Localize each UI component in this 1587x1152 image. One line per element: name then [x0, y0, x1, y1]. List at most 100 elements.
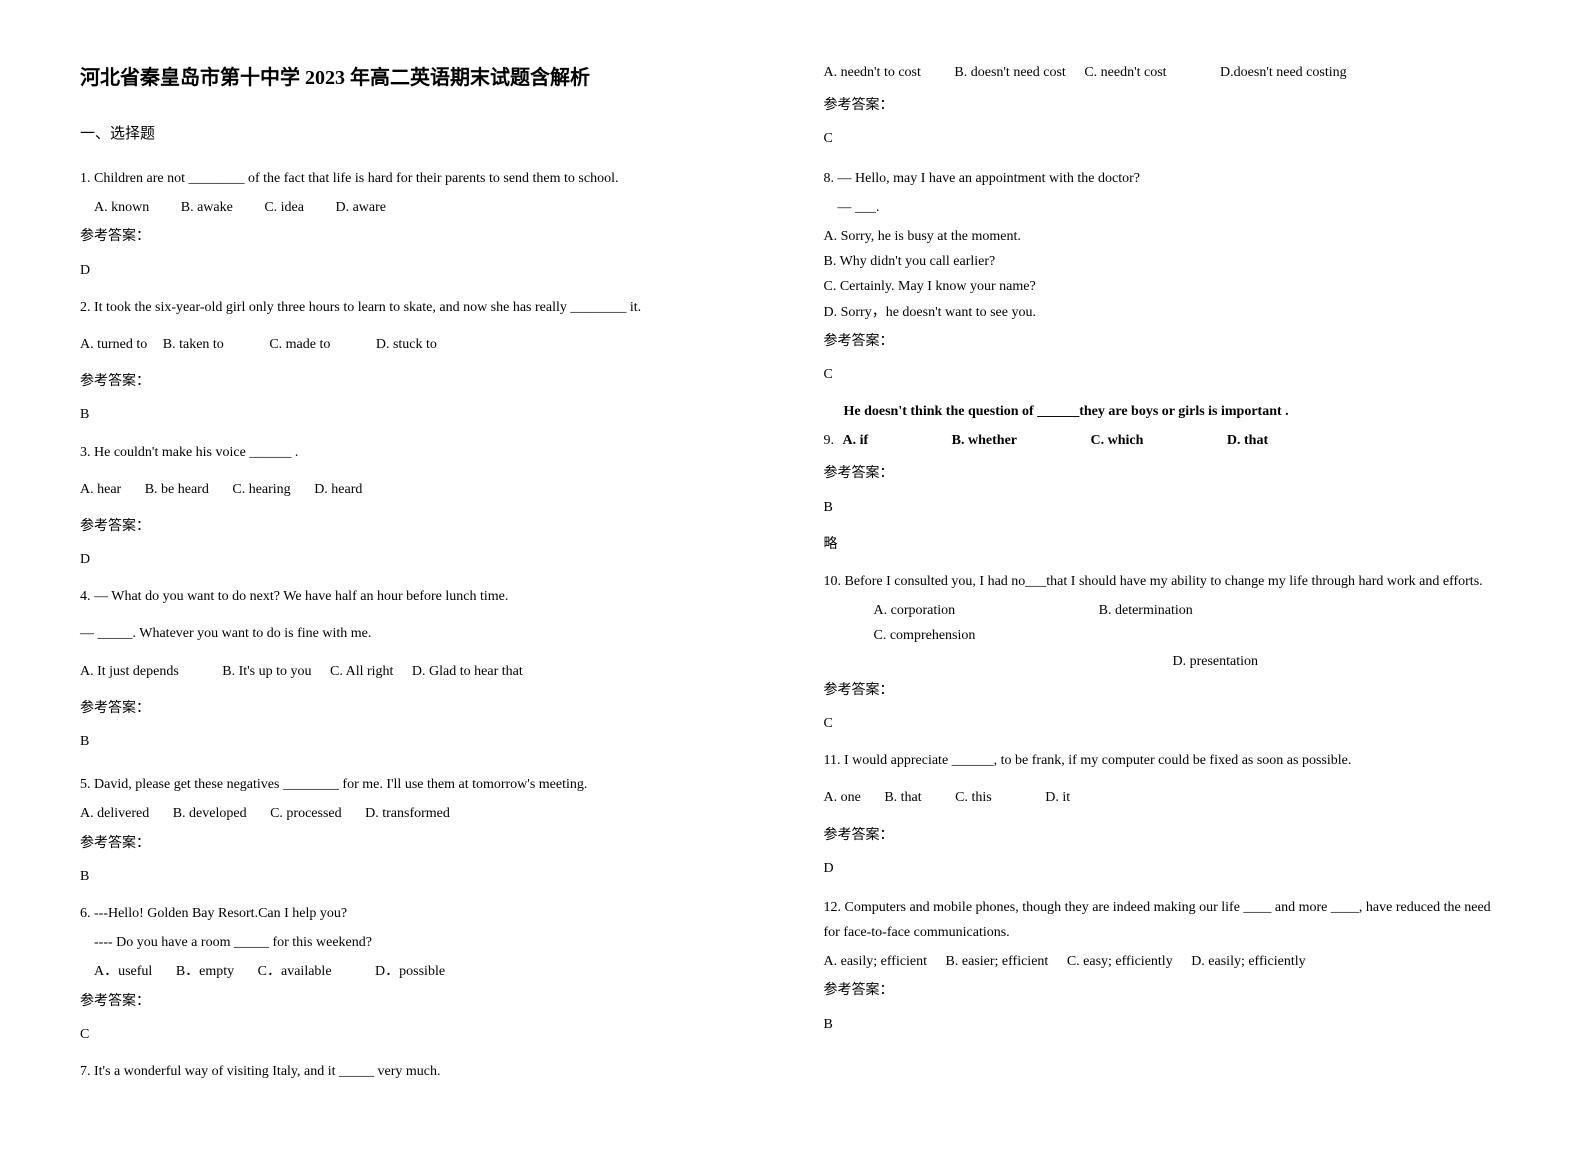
question-options: A. It just depends B. It's up to you C. … — [80, 659, 764, 684]
option-b: B．empty — [176, 959, 234, 984]
option-b: B. that — [884, 785, 921, 810]
option-a: A. if — [843, 428, 869, 453]
answer-value: B — [824, 495, 1508, 520]
question-text: 12. Computers and mobile phones, though … — [824, 895, 1508, 945]
exam-page: 河北省秦皇岛市第十中学 2023 年高二英语期末试题含解析 一、选择题 1. C… — [80, 60, 1507, 1092]
question-5: 5. David, please get these negatives ___… — [80, 772, 764, 856]
answer-value: D — [824, 856, 1508, 881]
question-text: 11. I would appreciate ______, to be fra… — [824, 748, 1508, 773]
question-options: A. one B. that C. this D. it — [824, 785, 1508, 810]
omit-text: 略 — [824, 532, 1508, 557]
option-d: D. Glad to hear that — [412, 659, 523, 684]
option-c: C. made to — [269, 332, 330, 357]
option-d: D. stuck to — [376, 332, 437, 357]
option-c: C. idea — [264, 195, 304, 220]
question-8: 8. — Hello, may I have an appointment wi… — [824, 166, 1508, 354]
option-c: C．available — [258, 959, 332, 984]
option-c: C. this — [955, 785, 992, 810]
question-text: 5. David, please get these negatives ___… — [80, 772, 764, 797]
answer-value: C — [824, 362, 1508, 387]
option-d: D. that — [1227, 428, 1268, 453]
option-c: C. All right — [330, 659, 393, 684]
answer-label: 参考答案： — [80, 224, 764, 249]
option-b: B. determination — [1099, 598, 1193, 623]
answer-value: C — [80, 1022, 764, 1047]
question-text-2: ---- Do you have a room _____ for this w… — [94, 930, 764, 955]
question-text: 1. Children are not ________ of the fact… — [80, 166, 764, 191]
option-a: A. turned to — [80, 332, 147, 357]
question-options: A. known B. awake C. idea D. aware — [94, 195, 764, 220]
answer-value: D — [80, 547, 764, 572]
answer-value: B — [80, 402, 764, 427]
question-text: 4. — What do you want to do next? We hav… — [80, 584, 764, 609]
question-text: 2. It took the six-year-old girl only th… — [80, 295, 764, 320]
option-a: A. known — [94, 195, 149, 220]
answer-label: 参考答案： — [824, 823, 1508, 848]
question-text: 3. He couldn't make his voice ______ . — [80, 440, 764, 465]
question-7-options: A. needn't to cost B. doesn't need cost … — [824, 60, 1508, 118]
answer-label: 参考答案： — [80, 696, 764, 721]
question-text-prefix: He doesn't think the question of ______t… — [844, 399, 1508, 424]
option-a: A. It just depends — [80, 659, 179, 684]
question-number: 9. — [824, 428, 835, 453]
answer-label: 参考答案： — [824, 678, 1508, 703]
question-3: 3. He couldn't make his voice ______ . A… — [80, 440, 764, 540]
question-10: 10. Before I consulted you, I had no___t… — [824, 569, 1508, 703]
option-b: B. easier; efficient — [946, 949, 1049, 974]
option-b: B. doesn't need cost — [954, 60, 1065, 85]
answer-label: 参考答案： — [80, 831, 764, 856]
answer-label: 参考答案： — [824, 461, 1508, 486]
option-b: B. Why didn't you call earlier? — [824, 249, 1508, 274]
question-6: 6. ---Hello! Golden Bay Resort.Can I hel… — [80, 901, 764, 1014]
question-text: 10. Before I consulted you, I had no___t… — [824, 569, 1508, 594]
question-text-2: — _____. Whatever you want to do is fine… — [80, 621, 764, 646]
question-options: A．useful B．empty C．available D．possible — [94, 959, 764, 984]
option-d: D．possible — [375, 959, 445, 984]
question-9: He doesn't think the question of ______t… — [824, 399, 1508, 487]
option-b: B. whether — [952, 428, 1017, 453]
answer-label: 参考答案： — [80, 514, 764, 539]
question-12: 12. Computers and mobile phones, though … — [824, 895, 1508, 1004]
answer-value: C — [824, 711, 1508, 736]
option-c: C. which — [1091, 428, 1144, 453]
option-a: A. Sorry, he is busy at the moment. — [824, 224, 1508, 249]
option-a: A. easily; efficient — [824, 949, 928, 974]
question-options: A. turned to B. taken to C. made to D. s… — [80, 332, 764, 357]
option-b: B. taken to — [163, 332, 224, 357]
option-a: A. hear — [80, 477, 121, 502]
answer-label: 参考答案： — [80, 369, 764, 394]
answer-value: B — [824, 1012, 1508, 1037]
option-d: D. heard — [314, 477, 362, 502]
answer-label: 参考答案： — [824, 329, 1508, 354]
answer-value: D — [80, 258, 764, 283]
option-b: B. developed — [173, 801, 247, 826]
right-column: A. needn't to cost B. doesn't need cost … — [824, 60, 1508, 1092]
question-4: 4. — What do you want to do next? We hav… — [80, 584, 764, 721]
answer-label: 参考答案： — [80, 989, 764, 1014]
exam-title: 河北省秦皇岛市第十中学 2023 年高二英语期末试题含解析 — [80, 60, 764, 96]
question-options: A. easily; efficient B. easier; efficien… — [824, 949, 1508, 974]
option-d: D.doesn't need costing — [1220, 60, 1347, 85]
option-a: A. corporation — [874, 598, 956, 623]
answer-label: 参考答案： — [824, 978, 1508, 1003]
option-c: C. hearing — [232, 477, 290, 502]
answer-value: C — [824, 126, 1508, 151]
option-c: C. processed — [270, 801, 342, 826]
option-a: A. one — [824, 785, 861, 810]
option-d: D. presentation — [824, 649, 1508, 674]
option-c: C. Certainly. May I know your name? — [824, 274, 1508, 299]
question-text: 8. — Hello, may I have an appointment wi… — [824, 166, 1508, 191]
question-2: 2. It took the six-year-old girl only th… — [80, 295, 764, 395]
answer-value: B — [80, 864, 764, 889]
option-a: A. delivered — [80, 801, 149, 826]
option-a: A．useful — [94, 959, 152, 984]
left-column: 河北省秦皇岛市第十中学 2023 年高二英语期末试题含解析 一、选择题 1. C… — [80, 60, 764, 1092]
option-c: C. comprehension — [874, 623, 976, 648]
question-text-2: — ___. — [838, 195, 1508, 220]
question-11: 11. I would appreciate ______, to be fra… — [824, 748, 1508, 848]
option-a: A. needn't to cost — [824, 60, 921, 85]
answer-value: B — [80, 729, 764, 754]
option-b: B. be heard — [145, 477, 209, 502]
section-header: 一、选择题 — [80, 121, 764, 148]
question-options: A. hear B. be heard C. hearing D. heard — [80, 477, 764, 502]
